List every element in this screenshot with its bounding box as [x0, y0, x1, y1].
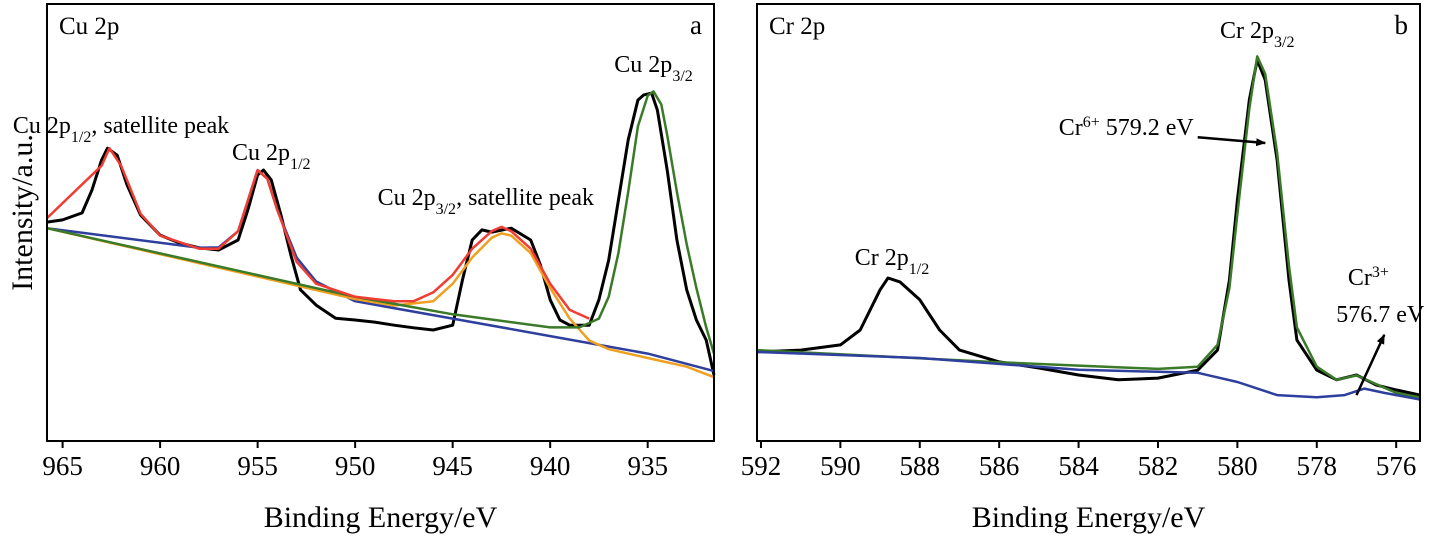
data-line [756, 350, 1421, 401]
data-line [46, 90, 716, 354]
annotation: 576.7 eV [1336, 302, 1425, 328]
annotation: Cr 2p3/2 [1220, 18, 1294, 51]
annotation-arrow [1197, 136, 1267, 147]
annotation-arrow [1355, 333, 1386, 396]
annotation-part: 1/2 [71, 128, 91, 145]
annotation-part: 576.7 eV [1336, 302, 1425, 328]
x-tick-label: 582 [1138, 451, 1179, 481]
annotation-part: Cr [1348, 265, 1372, 291]
x-tick-label: 940 [530, 451, 571, 481]
annotation-part: 3/2 [1274, 34, 1294, 51]
annotation: Cu 2p1/2, satellite peak [13, 113, 229, 146]
annotation-part: Cu 2p [232, 140, 290, 166]
annotation-part: Cu 2p [13, 113, 71, 139]
annotation-part: , satellite peak [91, 113, 229, 139]
panel-letter: a [690, 10, 702, 40]
x-axis-label: Binding Energy/eV [972, 501, 1206, 534]
annotation-part: , satellite peak [456, 185, 594, 211]
annotation-part: Cr 2p [855, 245, 909, 271]
annotation-part: 6+ [1083, 114, 1100, 131]
x-tick-label: 580 [1217, 451, 1258, 481]
panel-letter: b [1395, 10, 1409, 40]
annotation-part: 3/2 [436, 201, 456, 218]
x-tick-label: 588 [900, 451, 941, 481]
x-tick-label: 576 [1376, 451, 1417, 481]
x-tick-label: 960 [140, 451, 181, 481]
annotation: Cu 2p3/2, satellite peak [378, 185, 594, 218]
data-line [756, 55, 1421, 399]
annotation: Cr 2p1/2 [855, 245, 929, 278]
x-tick-label: 592 [741, 451, 782, 481]
plot-frame [756, 3, 1421, 442]
x-tick-label: 950 [335, 451, 376, 481]
annotation: Cu 2p1/2 [232, 140, 310, 173]
annotation-part: Cu 2p [378, 185, 436, 211]
annotation-part: 1/2 [290, 156, 310, 173]
annotation: Cu 2p3/2 [614, 52, 692, 85]
data-line [46, 226, 715, 379]
x-tick-label: 945 [432, 451, 473, 481]
x-tick-label: 965 [42, 451, 83, 481]
annotation: Cr3+ [1348, 263, 1389, 291]
panel: 965 960 955 950 945 940 935 Binding Energy/eV In… [6, 3, 716, 534]
annotation: Cr6+ 579.2 eV [1059, 114, 1195, 142]
x-axis-label: Binding Energy/eV [264, 501, 498, 534]
panel-title: Cr 2p [769, 13, 825, 40]
x-tick-label: 955 [237, 451, 278, 481]
panel-title: Cu 2p [59, 13, 119, 40]
annotation-part: Cr [1059, 115, 1083, 141]
x-tick-label: 586 [979, 451, 1020, 481]
annotation-part: 579.2 eV [1100, 115, 1195, 141]
annotation-part: 3+ [1372, 263, 1389, 280]
annotation-part: 3/2 [672, 68, 692, 85]
x-tick-label: 584 [1058, 451, 1099, 481]
x-tick-label: 935 [627, 451, 668, 481]
annotation-part: Cr 2p [1220, 18, 1274, 44]
annotation-part: 1/2 [909, 260, 929, 277]
y-axis-label: Intensity/a.u. [6, 134, 39, 291]
data-line [756, 58, 1421, 397]
x-tick-label: 590 [820, 451, 861, 481]
panel: 592 590 588 586 584 582 580 578 576 Binding Energ… [741, 3, 1425, 534]
plot-frame [46, 3, 715, 442]
annotation-part: Cu 2p [614, 52, 672, 78]
data-line [46, 146, 590, 320]
x-tick-label: 578 [1297, 451, 1338, 481]
